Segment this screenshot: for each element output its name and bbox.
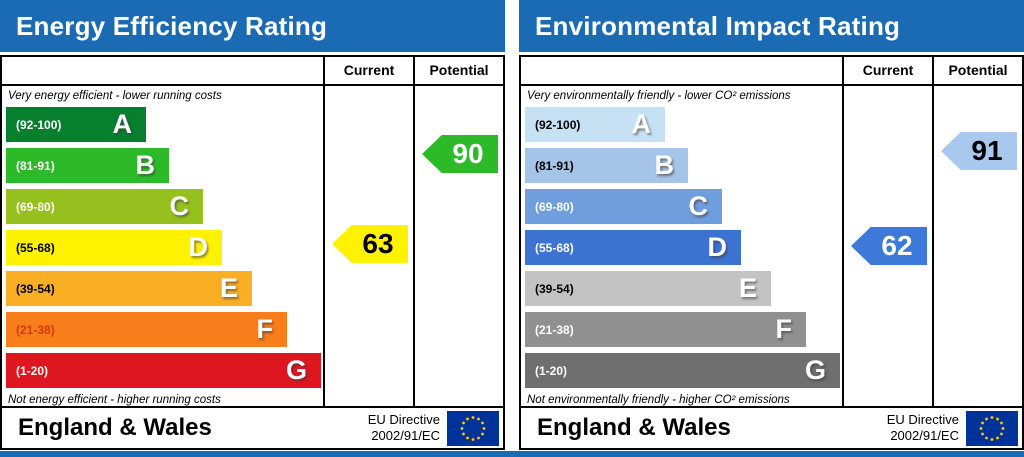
band-a: (92-100) A bbox=[6, 107, 146, 142]
environmental-impact-panel: Environmental Impact Rating Current Pote… bbox=[519, 0, 1024, 450]
potential-rating-value: 90 bbox=[452, 138, 484, 169]
band-letter: C bbox=[688, 191, 709, 221]
band-e: (39-54) E bbox=[6, 271, 252, 306]
band-c: (69-80) C bbox=[6, 189, 203, 224]
header-spacer-cell bbox=[521, 57, 842, 84]
band-range: (92-100) bbox=[16, 117, 62, 132]
bottom-caption: Not environmentally friendly - higher CO… bbox=[527, 394, 790, 406]
bottom-caption: Not energy efficient - higher running co… bbox=[8, 394, 221, 406]
band-letter: C bbox=[169, 191, 190, 221]
band-range: (81-91) bbox=[16, 158, 55, 173]
band-range: (39-54) bbox=[535, 281, 574, 296]
band-letter: F bbox=[256, 314, 274, 344]
top-caption: Very environmentally friendly - lower CO… bbox=[527, 90, 791, 102]
band-a: (92-100) A bbox=[525, 107, 665, 142]
band-e: (39-54) E bbox=[525, 271, 771, 306]
eu-directive-label: EU Directive 2002/91/EC bbox=[886, 412, 959, 443]
band-letter: F bbox=[775, 314, 793, 344]
environmental-impact-table: Current Potential Very environmentally f… bbox=[519, 55, 1024, 450]
band-range: (39-54) bbox=[16, 281, 55, 296]
table-body: Very environmentally friendly - lower CO… bbox=[521, 86, 1022, 406]
band-range: (69-80) bbox=[535, 199, 574, 214]
potential-column-header: Potential bbox=[932, 57, 1022, 84]
rating-scale: Very energy efficient - lower running co… bbox=[2, 86, 323, 406]
band-range: (69-80) bbox=[16, 199, 55, 214]
band-g: (1-20) G bbox=[525, 353, 840, 388]
band-range: (81-91) bbox=[535, 158, 574, 173]
potential-rating-value: 91 bbox=[971, 135, 1003, 166]
header-spacer-cell bbox=[2, 57, 323, 84]
band-range: (1-20) bbox=[16, 363, 49, 378]
band-range: (21-38) bbox=[16, 322, 55, 337]
potential-column: 91 bbox=[932, 86, 1022, 406]
table-footer: England & Wales EU Directive 2002/91/EC bbox=[521, 406, 1022, 448]
current-column: 62 bbox=[842, 86, 932, 406]
potential-column: 90 bbox=[413, 86, 503, 406]
band-letter: D bbox=[188, 232, 209, 262]
band-letter: A bbox=[631, 109, 652, 139]
rating-scale: Very environmentally friendly - lower CO… bbox=[521, 86, 842, 406]
current-column: 63 bbox=[323, 86, 413, 406]
environmental-impact-title-bar: Environmental Impact Rating bbox=[519, 0, 1024, 52]
potential-rating-arrow: 91 bbox=[941, 132, 1017, 170]
band-letter: G bbox=[285, 355, 307, 385]
table-header-row: Current Potential bbox=[2, 57, 503, 86]
band-c: (69-80) C bbox=[525, 189, 722, 224]
region-label: England & Wales bbox=[18, 414, 212, 441]
band-range: (55-68) bbox=[16, 240, 55, 255]
table-footer: England & Wales EU Directive 2002/91/EC bbox=[2, 406, 503, 448]
band-letter: E bbox=[738, 273, 757, 303]
band-letter: B bbox=[135, 150, 156, 180]
band-d: (55-68) D bbox=[525, 230, 741, 265]
band-f: (21-38) F bbox=[525, 312, 806, 347]
current-column-header: Current bbox=[842, 57, 932, 84]
band-f: (21-38) F bbox=[6, 312, 287, 347]
band-b: (81-91) B bbox=[525, 148, 688, 183]
current-rating-value: 63 bbox=[362, 228, 394, 259]
energy-efficiency-title-bar: Energy Efficiency Rating bbox=[0, 0, 505, 52]
band-g: (1-20) G bbox=[6, 353, 321, 388]
bottom-accent-strip bbox=[0, 451, 1024, 457]
band-letter: A bbox=[112, 109, 133, 139]
potential-rating-arrow: 90 bbox=[422, 135, 498, 173]
top-caption: Very energy efficient - lower running co… bbox=[8, 90, 222, 102]
panel-title: Environmental Impact Rating bbox=[535, 11, 901, 41]
band-letter: D bbox=[707, 232, 728, 262]
band-range: (21-38) bbox=[535, 322, 574, 337]
region-label: England & Wales bbox=[537, 414, 731, 441]
panel-title: Energy Efficiency Rating bbox=[16, 11, 328, 41]
eu-directive-label: EU Directive 2002/91/EC bbox=[367, 412, 440, 443]
current-rating-value: 62 bbox=[881, 230, 913, 261]
band-range: (1-20) bbox=[535, 363, 568, 378]
table-body: Very energy efficient - lower running co… bbox=[2, 86, 503, 406]
energy-efficiency-panel: Energy Efficiency Rating Current Potenti… bbox=[0, 0, 505, 450]
band-letter: B bbox=[654, 150, 675, 180]
band-range: (55-68) bbox=[535, 240, 574, 255]
eu-flag-icon bbox=[447, 410, 499, 446]
potential-column-header: Potential bbox=[413, 57, 503, 84]
energy-efficiency-table: Current Potential Very energy efficient … bbox=[0, 55, 505, 450]
current-rating-arrow: 63 bbox=[332, 225, 408, 263]
current-rating-arrow: 62 bbox=[851, 227, 927, 265]
eu-flag-icon bbox=[966, 410, 1018, 446]
band-letter: G bbox=[804, 355, 826, 385]
band-b: (81-91) B bbox=[6, 148, 169, 183]
band-d: (55-68) D bbox=[6, 230, 222, 265]
table-header-row: Current Potential bbox=[521, 57, 1022, 86]
band-letter: E bbox=[219, 273, 238, 303]
band-range: (92-100) bbox=[535, 117, 581, 132]
current-column-header: Current bbox=[323, 57, 413, 84]
